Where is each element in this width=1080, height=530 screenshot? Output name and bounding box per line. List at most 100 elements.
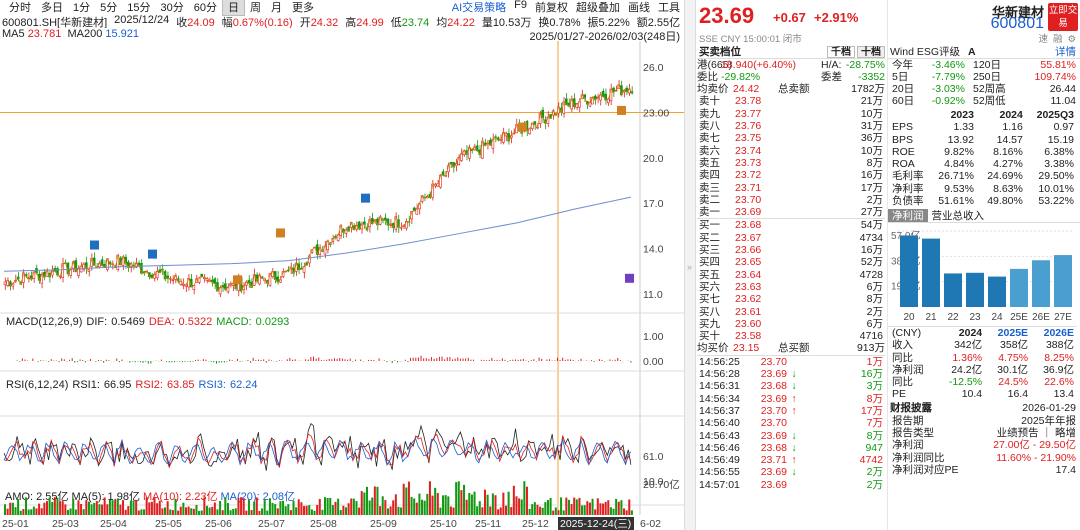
signal-marker[interactable]: [233, 275, 242, 285]
amo-bar: [90, 504, 93, 515]
amo-bar: [64, 504, 67, 515]
rsi-panel: RSI(6,12,24) RSI1: 66.95 RSI2: 63.85 RSI3: 62.…: [3, 379, 664, 488]
high-value: 24.99: [356, 17, 384, 28]
dea-label: DEA:: [149, 316, 175, 328]
period-tab[interactable]: 更多: [292, 2, 314, 14]
period-tab[interactable]: 60分: [193, 2, 217, 14]
tab-shidang[interactable]: 十档: [857, 46, 885, 58]
period-tab[interactable]: 分时: [9, 2, 31, 14]
period-tab[interactable]: 30分: [160, 2, 184, 14]
bids-level[interactable]: 买三 23.66 16万: [699, 244, 883, 257]
amo-bar: [45, 501, 48, 515]
profit-bar-chart: 57.0亿38.0亿19.0亿202122232425E26E27E: [891, 229, 1074, 323]
amo-bar: [187, 506, 190, 515]
perf-row: 5日 -7.79% 250日 109.74%: [892, 70, 1076, 83]
signal-marker[interactable]: [90, 240, 99, 250]
amo-bar: [400, 507, 403, 515]
speed-tab[interactable]: 速: [1038, 34, 1048, 45]
asks-level[interactable]: 卖六 23.74 10万: [699, 144, 883, 157]
margin-tab[interactable]: 融: [1052, 34, 1063, 45]
amo-bar: [116, 498, 119, 515]
signal-marker[interactable]: [276, 228, 285, 238]
tool-button[interactable]: AI交易策略: [451, 2, 507, 14]
amo-bar: [468, 493, 471, 515]
amo-bar: [476, 506, 479, 515]
tick-list: 14:56:25 23.70 1万 14:56:28 23.69 ↓ 16万 14:56:31…: [697, 356, 885, 491]
macd-tick-label: 0.00: [643, 356, 664, 368]
amo-bar: [308, 505, 311, 515]
amo-bar: [567, 499, 570, 515]
tool-button[interactable]: 前复权: [535, 2, 568, 14]
bids-level[interactable]: 买五 23.64 4728: [699, 268, 883, 281]
bids-level[interactable]: 买九 23.60 6万: [699, 317, 883, 330]
amo-bar: [360, 491, 363, 515]
asks-level[interactable]: 卖五 23.73 8万: [699, 156, 883, 169]
amo-bar: [407, 481, 410, 515]
esg-detail-link[interactable]: 详情: [1055, 46, 1076, 59]
performance-table: 今年 -3.46% 120日 55.81% 5日 -7.79% 250日 109.74% 20日…: [888, 59, 1080, 108]
period-tab[interactable]: 5分: [100, 2, 118, 14]
amo-bar: [27, 509, 30, 515]
amo-bar: [484, 489, 487, 515]
profit-bar: [1010, 269, 1028, 308]
signal-marker[interactable]: [625, 273, 634, 283]
signal-marker[interactable]: [518, 122, 527, 132]
level-price: 23.77: [735, 107, 762, 120]
forecast-row: 同比 -12.5% 24.5% 22.6%: [892, 376, 1074, 389]
signal-marker[interactable]: [361, 193, 370, 203]
bids-level[interactable]: 买十 23.58 4716: [699, 330, 883, 343]
amo-bar: [444, 495, 447, 515]
level-volume: 27万: [860, 206, 883, 219]
asks-level[interactable]: 卖八 23.76 31万: [699, 120, 883, 133]
amo-bar: [415, 502, 418, 515]
bids-level[interactable]: 买七 23.62 8万: [699, 293, 883, 306]
tab-qiandang[interactable]: 千档: [827, 46, 855, 58]
signal-marker[interactable]: [617, 105, 626, 115]
amo-bar: [557, 510, 560, 515]
tool-button[interactable]: 工具: [658, 2, 680, 14]
period-tab[interactable]: 日: [222, 0, 245, 16]
amo-bar: [405, 487, 408, 515]
asks-level[interactable]: 卖一 23.69 27万: [699, 206, 883, 219]
tool-button[interactable]: 画线: [628, 2, 650, 14]
asks-level[interactable]: 卖十 23.78 21万: [699, 95, 883, 108]
chart-canvas[interactable]: 26.0 23.00 20.0 17.0 14.0 11.0 MACD(12,26,9) DI…: [0, 41, 684, 530]
amo-bar: [242, 498, 245, 515]
tool-button[interactable]: 超级叠加: [576, 2, 620, 14]
period-tab[interactable]: 周: [250, 2, 261, 14]
panel-divider[interactable]: »: [684, 0, 696, 530]
amo-bar: [129, 500, 132, 515]
asks-level[interactable]: 卖七 23.75 36万: [699, 132, 883, 145]
amo-bar: [295, 507, 298, 515]
bids-level[interactable]: 买二 23.67 4734: [699, 231, 883, 244]
bids-level[interactable]: 买六 23.63 6万: [699, 280, 883, 293]
period-tab[interactable]: 1分: [73, 2, 91, 14]
asks-level[interactable]: 卖二 23.70 2万: [699, 193, 883, 206]
period-tab[interactable]: 月: [271, 2, 282, 14]
level-volume: 4728: [859, 268, 883, 281]
esg-grade: A: [968, 46, 976, 59]
bids-level[interactable]: 买八 23.61 2万: [699, 305, 883, 318]
period-tab[interactable]: 15分: [127, 2, 151, 14]
asks-level[interactable]: 卖三 23.71 17万: [699, 181, 883, 194]
tab-revenue[interactable]: 营业总收入: [931, 210, 985, 223]
level-volume: 21万: [860, 95, 883, 108]
level-volume: 10万: [860, 107, 883, 120]
trade-now-button[interactable]: 立即交易: [1048, 3, 1078, 31]
amo-bar: [486, 494, 489, 515]
asks-level[interactable]: 卖四 23.72 16万: [699, 169, 883, 182]
level-price: 23.66: [735, 244, 762, 257]
level-volume: 8万: [866, 293, 883, 306]
signal-marker[interactable]: [148, 249, 157, 259]
bids-level[interactable]: 买四 23.65 52万: [699, 256, 883, 269]
amo-bar: [625, 510, 628, 515]
amo-bar: [473, 491, 476, 515]
tool-button[interactable]: F9: [514, 0, 527, 11]
asks-level[interactable]: 卖九 23.77 10万: [699, 107, 883, 120]
amo-bar: [161, 508, 164, 515]
amplitude-value: 5.22%: [598, 17, 630, 28]
tab-net-profit[interactable]: 净利润: [888, 209, 928, 223]
bids-level[interactable]: 买一 23.68 54万: [699, 219, 883, 232]
settings-icon[interactable]: ⚙: [1067, 34, 1076, 45]
period-tab[interactable]: 多日: [41, 2, 63, 14]
